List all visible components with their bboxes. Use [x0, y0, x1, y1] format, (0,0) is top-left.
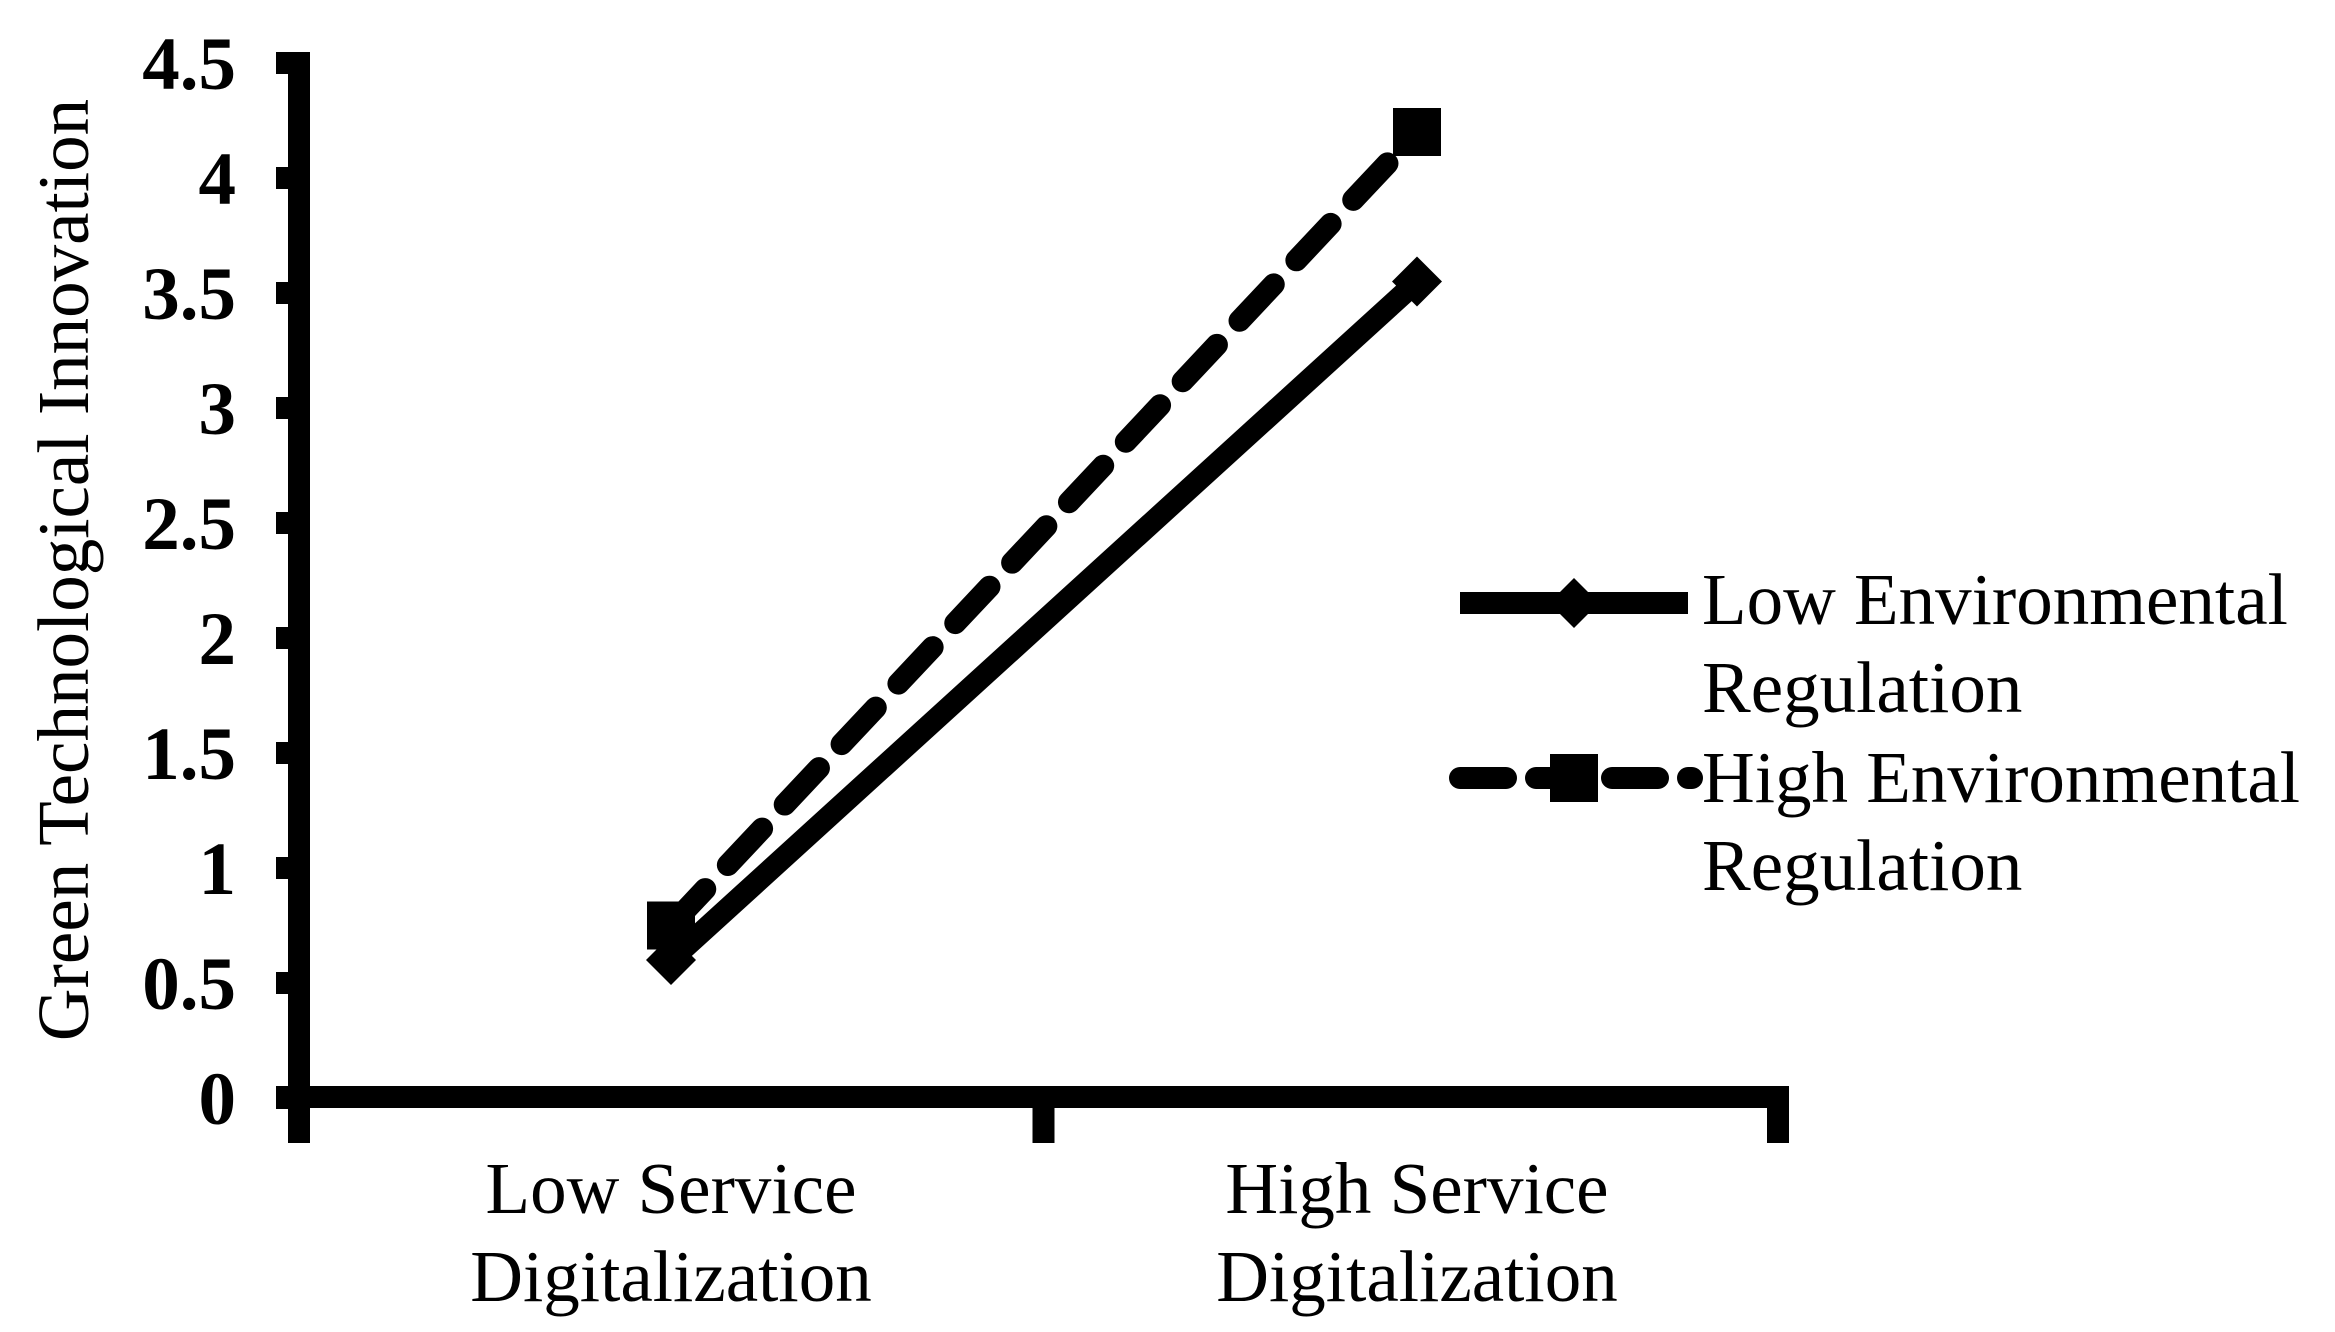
legend-item-high-environmental-regulation: High Environmental Regulation — [1449, 737, 2318, 906]
y-tick-label: 3.5 — [142, 253, 236, 336]
x-axis-label-line: Low Service — [486, 1148, 857, 1229]
series-layer — [646, 108, 1442, 985]
legend-diamond-marker-icon — [1549, 578, 1599, 628]
legend-label-line: Low Environmental — [1702, 559, 2288, 640]
x-axis-label-line: Digitalization — [1216, 1236, 1617, 1317]
y-tick-label: 1 — [199, 828, 237, 911]
x-axis-label-line: High Service — [1225, 1148, 1608, 1229]
legend-label-high-environmental-regulation: High Environmental Regulation — [1702, 737, 2318, 906]
y-axis-ticks: 0 0.5 1 1.5 2 2.5 3 3.5 4 4.5 — [142, 23, 309, 1141]
y-tick-label: 2 — [199, 598, 237, 681]
y-tick-label: 0 — [199, 1058, 237, 1141]
diamond-marker-icon — [646, 935, 696, 985]
y-tick-label: 3 — [199, 368, 237, 451]
legend-square-marker-icon — [1550, 754, 1598, 802]
legend: Low Environmental Regulation High Enviro… — [1449, 559, 2318, 906]
x-axis-label-line: Digitalization — [470, 1236, 871, 1317]
legend-label-line: Regulation — [1702, 647, 2022, 728]
series-line-high-environmental-regulation — [660, 121, 1428, 937]
y-tick-label: 4 — [199, 138, 237, 221]
y-tick-label: 0.5 — [142, 943, 236, 1026]
axes — [276, 52, 1789, 1108]
legend-label-line: High Environmental — [1702, 737, 2300, 818]
series-line-low-environmental-regulation — [663, 273, 1425, 969]
x-axis-label-high-service-digitalization: High Service Digitalization — [1216, 1148, 1617, 1317]
legend-item-low-environmental-regulation: Low Environmental Regulation — [1460, 559, 2306, 728]
legend-label-line: Regulation — [1702, 825, 2022, 906]
y-tick-label: 2.5 — [142, 483, 236, 566]
x-axis-label-low-service-digitalization: Low Service Digitalization — [470, 1148, 871, 1317]
square-marker-icon — [1393, 108, 1441, 156]
x-axis-ticks — [288, 1108, 1789, 1143]
diamond-marker-icon — [1392, 256, 1442, 307]
legend-label-low-environmental-regulation: Low Environmental Regulation — [1702, 559, 2306, 728]
y-axis-title: Green Technological Innovation — [23, 99, 104, 1041]
y-tick-label: 1.5 — [142, 713, 236, 796]
y-tick-label: 4.5 — [142, 23, 236, 106]
